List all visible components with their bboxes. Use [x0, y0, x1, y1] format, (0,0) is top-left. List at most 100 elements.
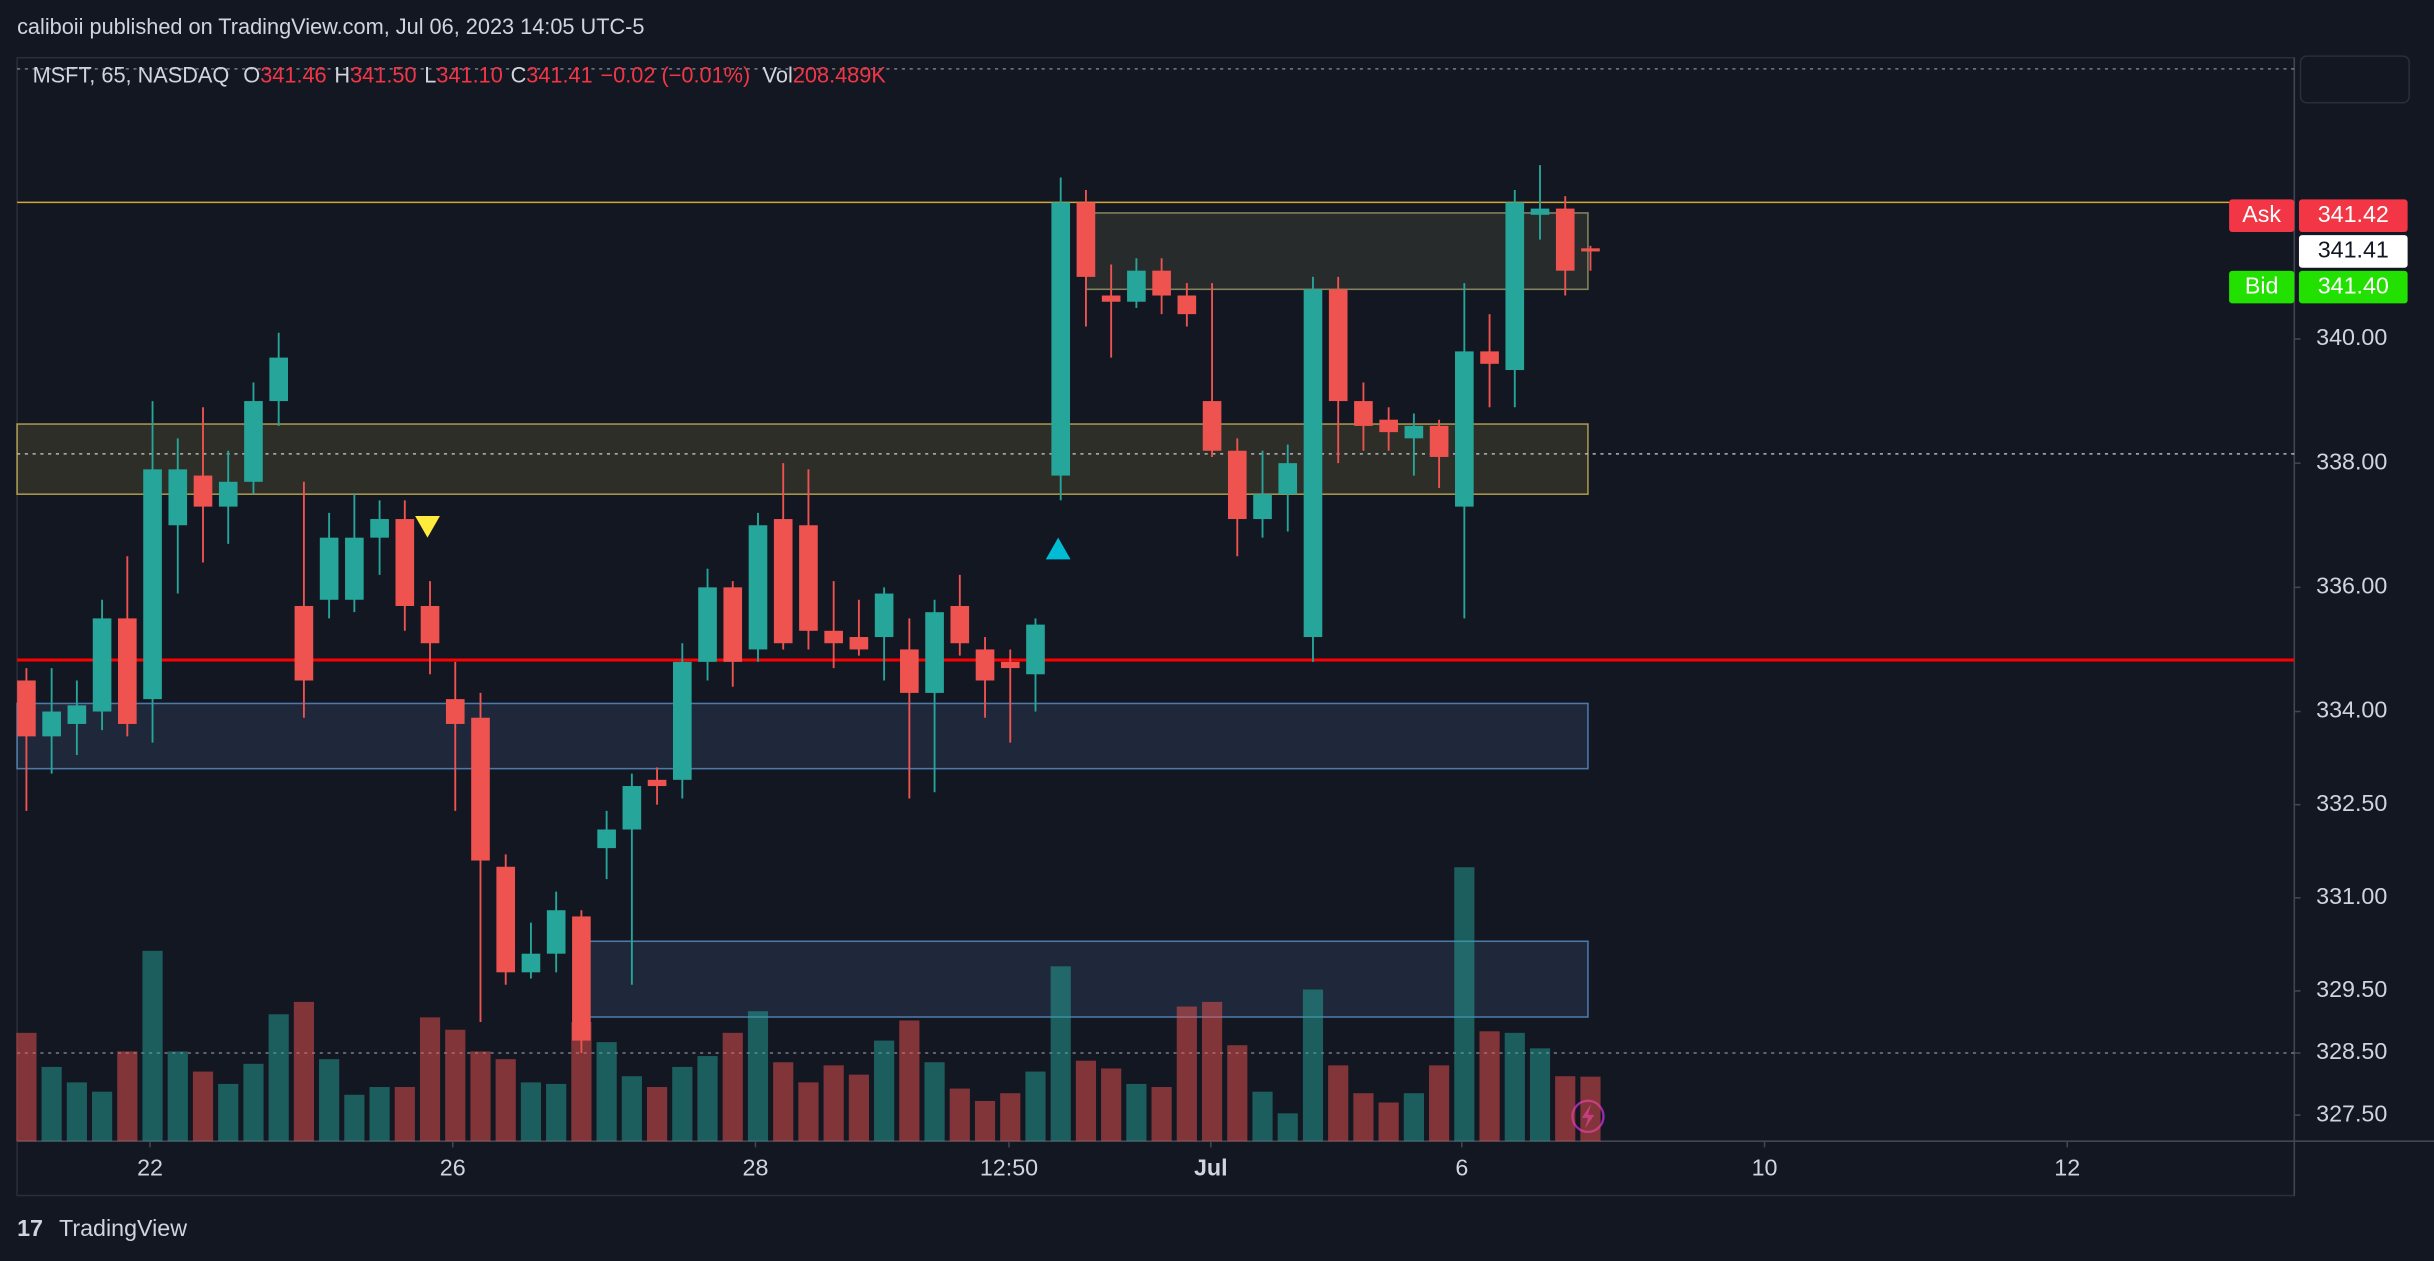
ohlc-value: 341.50: [350, 62, 416, 87]
zone: [16, 702, 1589, 770]
volume-bar: [192, 1071, 214, 1142]
ohlc-key: L: [424, 62, 436, 87]
volume-bar: [41, 1066, 62, 1142]
y-tick-label: 334.00: [2316, 697, 2387, 723]
candle-body: [1278, 463, 1298, 495]
y-tick-label: 327.50: [2316, 1100, 2387, 1126]
price-label-box: [2298, 199, 2408, 233]
y-tick-label: 331.00: [2316, 883, 2387, 909]
volume-bar: [91, 1091, 113, 1142]
candle-body: [471, 717, 490, 861]
volume-bar: [470, 1051, 491, 1142]
volume-bar: [798, 1082, 819, 1142]
candle-body: [925, 612, 944, 693]
volume-bar: [1050, 966, 1071, 1142]
ohlc-value: 341.41: [526, 62, 592, 87]
candles: [17, 165, 1600, 1054]
candle-body: [370, 519, 389, 538]
volume-bar: [823, 1065, 844, 1142]
volume-bar: [621, 1076, 642, 1142]
volume-bar: [1101, 1068, 1122, 1142]
axis-button[interactable]: [2299, 55, 2410, 104]
volume-bar: [243, 1063, 264, 1142]
ohlc-value: 341.10: [436, 62, 502, 87]
candle-body: [748, 525, 768, 650]
volume-bar: [899, 1020, 920, 1142]
volume-bar: [1227, 1045, 1248, 1142]
volume-bar: [344, 1094, 365, 1142]
candle-body: [521, 953, 541, 973]
candle-body: [1152, 270, 1171, 296]
candle-body: [92, 618, 112, 712]
candle-body: [799, 525, 818, 631]
volume-bar: [117, 1051, 138, 1142]
volume-bar: [974, 1100, 996, 1142]
candle-body: [824, 630, 843, 644]
volume-bar: [1555, 1076, 1576, 1142]
candle-body: [900, 649, 919, 693]
volume-bar: [1429, 1065, 1450, 1142]
ohlc-key: H: [334, 62, 350, 87]
candle-body: [773, 519, 793, 644]
change: −0.02 (−0.01%): [600, 62, 750, 87]
candle-body: [1354, 401, 1373, 426]
candle-body: [1051, 202, 1071, 476]
candle-body: [42, 711, 61, 737]
price-label: 341.40: [2318, 272, 2389, 298]
volume-bar: [520, 1082, 542, 1142]
volume-bar: [1378, 1102, 1399, 1142]
y-tick-label: 329.50: [2316, 976, 2387, 1002]
volume-bars: [16, 867, 1601, 1142]
volume-bar: [1000, 1093, 1021, 1142]
y-tick-label: 332.50: [2316, 790, 2387, 816]
ohlc-value: 341.46: [260, 62, 326, 87]
volume-bar: [1479, 1031, 1500, 1142]
volume-bar: [722, 1032, 743, 1142]
price-label-name: Ask: [2242, 201, 2281, 227]
volume-bar: [1151, 1087, 1172, 1142]
volume-bar: [1176, 1006, 1197, 1142]
candle-body: [1480, 351, 1499, 364]
candle-body: [118, 618, 137, 724]
volume-bar: [874, 1040, 895, 1142]
volume-bar: [949, 1088, 970, 1142]
candle-body: [1076, 202, 1096, 277]
volume-bar: [167, 1051, 188, 1142]
candle-body: [269, 357, 288, 402]
volume-bar: [646, 1087, 668, 1142]
candle-body: [698, 587, 717, 662]
ohlc-legend: MSFT, 65, NASDAQ O341.46 H341.50 L341.10 C34…: [33, 62, 887, 87]
candle-body: [647, 779, 667, 787]
y-tick-label: 328.50: [2316, 1038, 2387, 1064]
candle-body: [597, 829, 616, 849]
volume-bar: [1277, 1113, 1298, 1142]
ohlc-key: C: [511, 62, 527, 87]
volume-bar: [319, 1059, 340, 1142]
volume-bar: [1075, 1060, 1097, 1142]
candle-body: [1127, 270, 1146, 302]
candle-body: [1026, 624, 1045, 675]
candle-body: [345, 537, 364, 600]
candle-body: [1429, 425, 1449, 457]
volume-bar: [142, 950, 163, 1142]
volume-bar: [1353, 1093, 1374, 1142]
volume-bar: [1529, 1048, 1551, 1142]
vol-value: 208.489K: [793, 62, 887, 87]
volume-bar: [1025, 1071, 1046, 1142]
candle-body: [849, 637, 869, 650]
x-tick-label: 6: [1455, 1154, 1468, 1180]
price-label: 341.42: [2318, 201, 2389, 227]
candle-body: [445, 699, 465, 724]
y-tick-label: 338.00: [2316, 448, 2387, 474]
x-tick-label: 10: [1752, 1154, 1778, 1180]
candle-body: [1101, 295, 1121, 302]
volume-bar: [1252, 1091, 1273, 1142]
candle-body: [294, 605, 314, 681]
vol-key: Vol: [763, 62, 793, 87]
volume-bar: [1126, 1083, 1147, 1142]
price-label-box: [2298, 235, 2408, 268]
volume-bar: [596, 1042, 617, 1142]
volume-bar: [1328, 1065, 1349, 1142]
volume-bar: [293, 1001, 314, 1142]
candle-body: [546, 910, 566, 954]
